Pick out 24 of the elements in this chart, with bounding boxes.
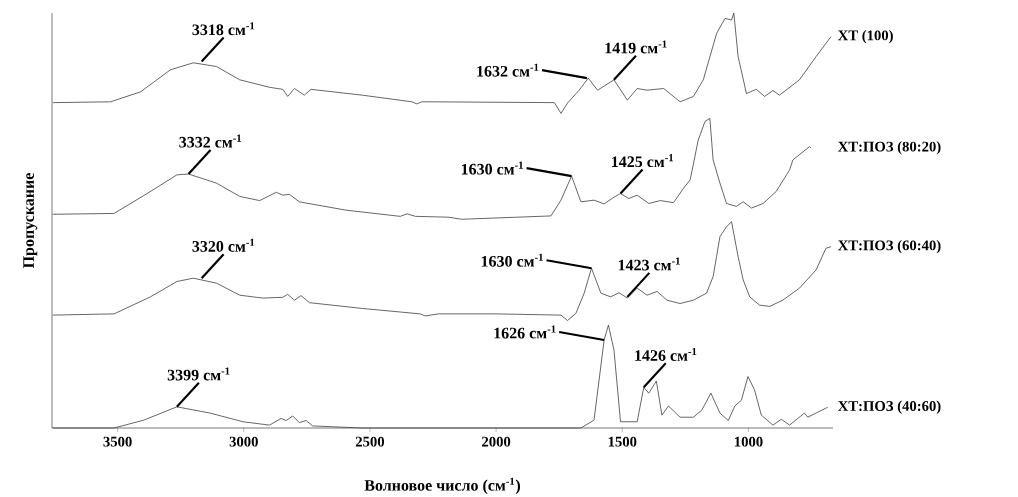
series-label: ХТ:ПОЗ (80:20) bbox=[837, 141, 941, 155]
annotation: 1419 см$^{-1}$ bbox=[605, 40, 667, 54]
x-tick-label: 3500 bbox=[103, 436, 132, 447]
annotation: 3318 см$^{-1}$ bbox=[192, 22, 255, 36]
annotation: 1425 см$^{-1}$ bbox=[612, 154, 674, 168]
annotation: 3332 см$^{-1}$ bbox=[179, 134, 242, 148]
series-label: ХТ:ПОЗ (40:60) bbox=[837, 400, 941, 414]
x-tick-label: 3000 bbox=[229, 436, 258, 447]
annotation: 1626 см$^{-1}$ bbox=[494, 325, 556, 339]
x-tick-label: 1500 bbox=[608, 436, 637, 447]
annotation: 3320 см$^{-1}$ bbox=[192, 238, 255, 252]
annotation: 1426 см$^{-1}$ bbox=[635, 347, 697, 361]
annotation: 1632 см$^{-1}$ bbox=[477, 63, 539, 77]
y-axis-title: Пропускание bbox=[23, 173, 38, 269]
annotation: 1630 см$^{-1}$ bbox=[481, 253, 543, 267]
series-label: ХТ (100) bbox=[837, 30, 893, 44]
annotation: 1423 см$^{-1}$ bbox=[618, 257, 680, 271]
x-tick-label: 2500 bbox=[355, 436, 385, 447]
annotation: 3399 см$^{-1}$ bbox=[167, 367, 230, 381]
series-label: ХТ:ПОЗ (60:40) bbox=[837, 240, 941, 254]
x-tick-label: 2000 bbox=[482, 436, 511, 447]
x-axis-title: Волновое число (см$^{-1}$) bbox=[364, 477, 520, 495]
x-tick-label: 1000 bbox=[734, 436, 763, 447]
annotation: 1630 см$^{-1}$ bbox=[461, 161, 523, 175]
